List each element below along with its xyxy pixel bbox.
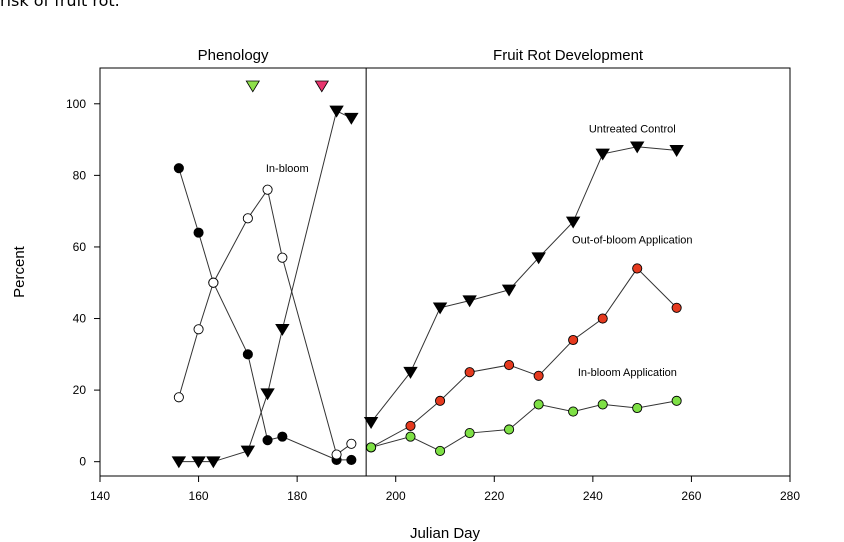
data-point — [240, 445, 256, 458]
data-point — [632, 402, 643, 414]
series-line — [370, 146, 677, 423]
data-point — [173, 392, 184, 403]
data-point — [242, 213, 253, 224]
y-tick-label: 100 — [66, 97, 86, 111]
data-point — [193, 227, 204, 238]
series-line — [370, 400, 677, 452]
data-point — [435, 395, 446, 406]
series-5 — [366, 395, 682, 456]
series-line — [370, 267, 677, 448]
data-point — [277, 252, 288, 263]
panel-title-fruit-rot: Fruit Rot Development — [493, 47, 644, 64]
data-point — [565, 216, 581, 229]
x-tick-label: 260 — [681, 489, 701, 503]
x-tick-label: 280 — [780, 489, 800, 503]
data-point — [568, 334, 579, 346]
data-point — [632, 263, 643, 274]
data-point — [669, 145, 684, 157]
data-point — [405, 431, 416, 442]
series-1 — [173, 184, 357, 460]
data-point — [260, 388, 275, 401]
data-point — [191, 456, 206, 469]
data-point — [242, 349, 253, 360]
data-point — [533, 370, 544, 381]
data-point — [173, 163, 184, 174]
y-axis-label: Percent — [11, 245, 28, 298]
data-point — [531, 252, 546, 265]
x-tick-label: 240 — [583, 489, 603, 503]
axes: 140 160 180 200 220 240 260 280 0 20 40 60 80 100 Juli… — [11, 47, 800, 542]
data-point — [568, 406, 579, 417]
annotation-label: Untreated Control — [589, 123, 676, 135]
data-point — [329, 105, 344, 118]
data-point — [171, 456, 187, 469]
y-tick-label: 80 — [73, 168, 87, 182]
data-point — [435, 445, 446, 456]
data-point — [403, 366, 418, 379]
y-tick-label: 40 — [73, 312, 87, 326]
data-point — [405, 420, 416, 431]
data-point — [464, 367, 475, 378]
data-point — [193, 324, 204, 335]
data-point — [277, 431, 288, 442]
data-point — [363, 417, 379, 429]
data-point — [346, 454, 357, 465]
x-tick-label: 160 — [189, 489, 209, 503]
data-point — [262, 184, 273, 195]
x-tick-label: 180 — [287, 489, 307, 503]
data-point — [671, 395, 682, 406]
x-axis-label: Julian Day — [410, 525, 481, 542]
data-point — [595, 148, 610, 161]
data-point — [344, 112, 359, 125]
y-tick-label: 20 — [73, 383, 87, 397]
series-3 — [363, 141, 684, 429]
label-layer: In-bloom Untreated Control Out-of-bloom Ap… — [266, 123, 693, 378]
timing-marker-1 — [314, 80, 329, 93]
data-point — [262, 435, 273, 446]
y-tick-label: 60 — [73, 240, 87, 254]
data-point — [464, 428, 475, 439]
data-point — [501, 284, 517, 297]
data-point — [630, 141, 645, 154]
series-line — [178, 168, 352, 461]
data-point — [462, 295, 477, 308]
series-layer — [171, 80, 684, 469]
data-point — [533, 399, 544, 410]
series-2 — [171, 105, 359, 469]
data-point — [504, 424, 515, 435]
series-0 — [173, 163, 357, 465]
panel-title-phenology: Phenology — [198, 47, 269, 64]
plot-frame — [99, 67, 791, 477]
x-tick-label: 220 — [484, 489, 504, 503]
x-tick-label: 200 — [386, 489, 406, 503]
series-4 — [366, 263, 682, 453]
data-point — [275, 323, 290, 336]
data-point — [671, 302, 682, 313]
data-point — [346, 438, 357, 449]
data-point — [504, 360, 515, 371]
annotation-label: In-bloom Application — [578, 367, 677, 379]
data-point — [597, 313, 608, 324]
data-point — [366, 442, 377, 453]
series-line — [178, 188, 352, 456]
data-point — [206, 456, 221, 469]
data-point — [597, 399, 608, 410]
data-point — [432, 302, 448, 315]
y-tick-label: 0 — [79, 455, 86, 469]
annotation-label: In-bloom — [266, 163, 309, 175]
data-point — [208, 277, 219, 288]
data-point — [331, 449, 342, 460]
caption-fragment: risk of fruit rot. — [0, 0, 120, 10]
timing-marker-0 — [245, 80, 260, 93]
annotation-label: Out-of-bloom Application — [572, 234, 692, 246]
x-tick-label: 140 — [90, 489, 110, 503]
